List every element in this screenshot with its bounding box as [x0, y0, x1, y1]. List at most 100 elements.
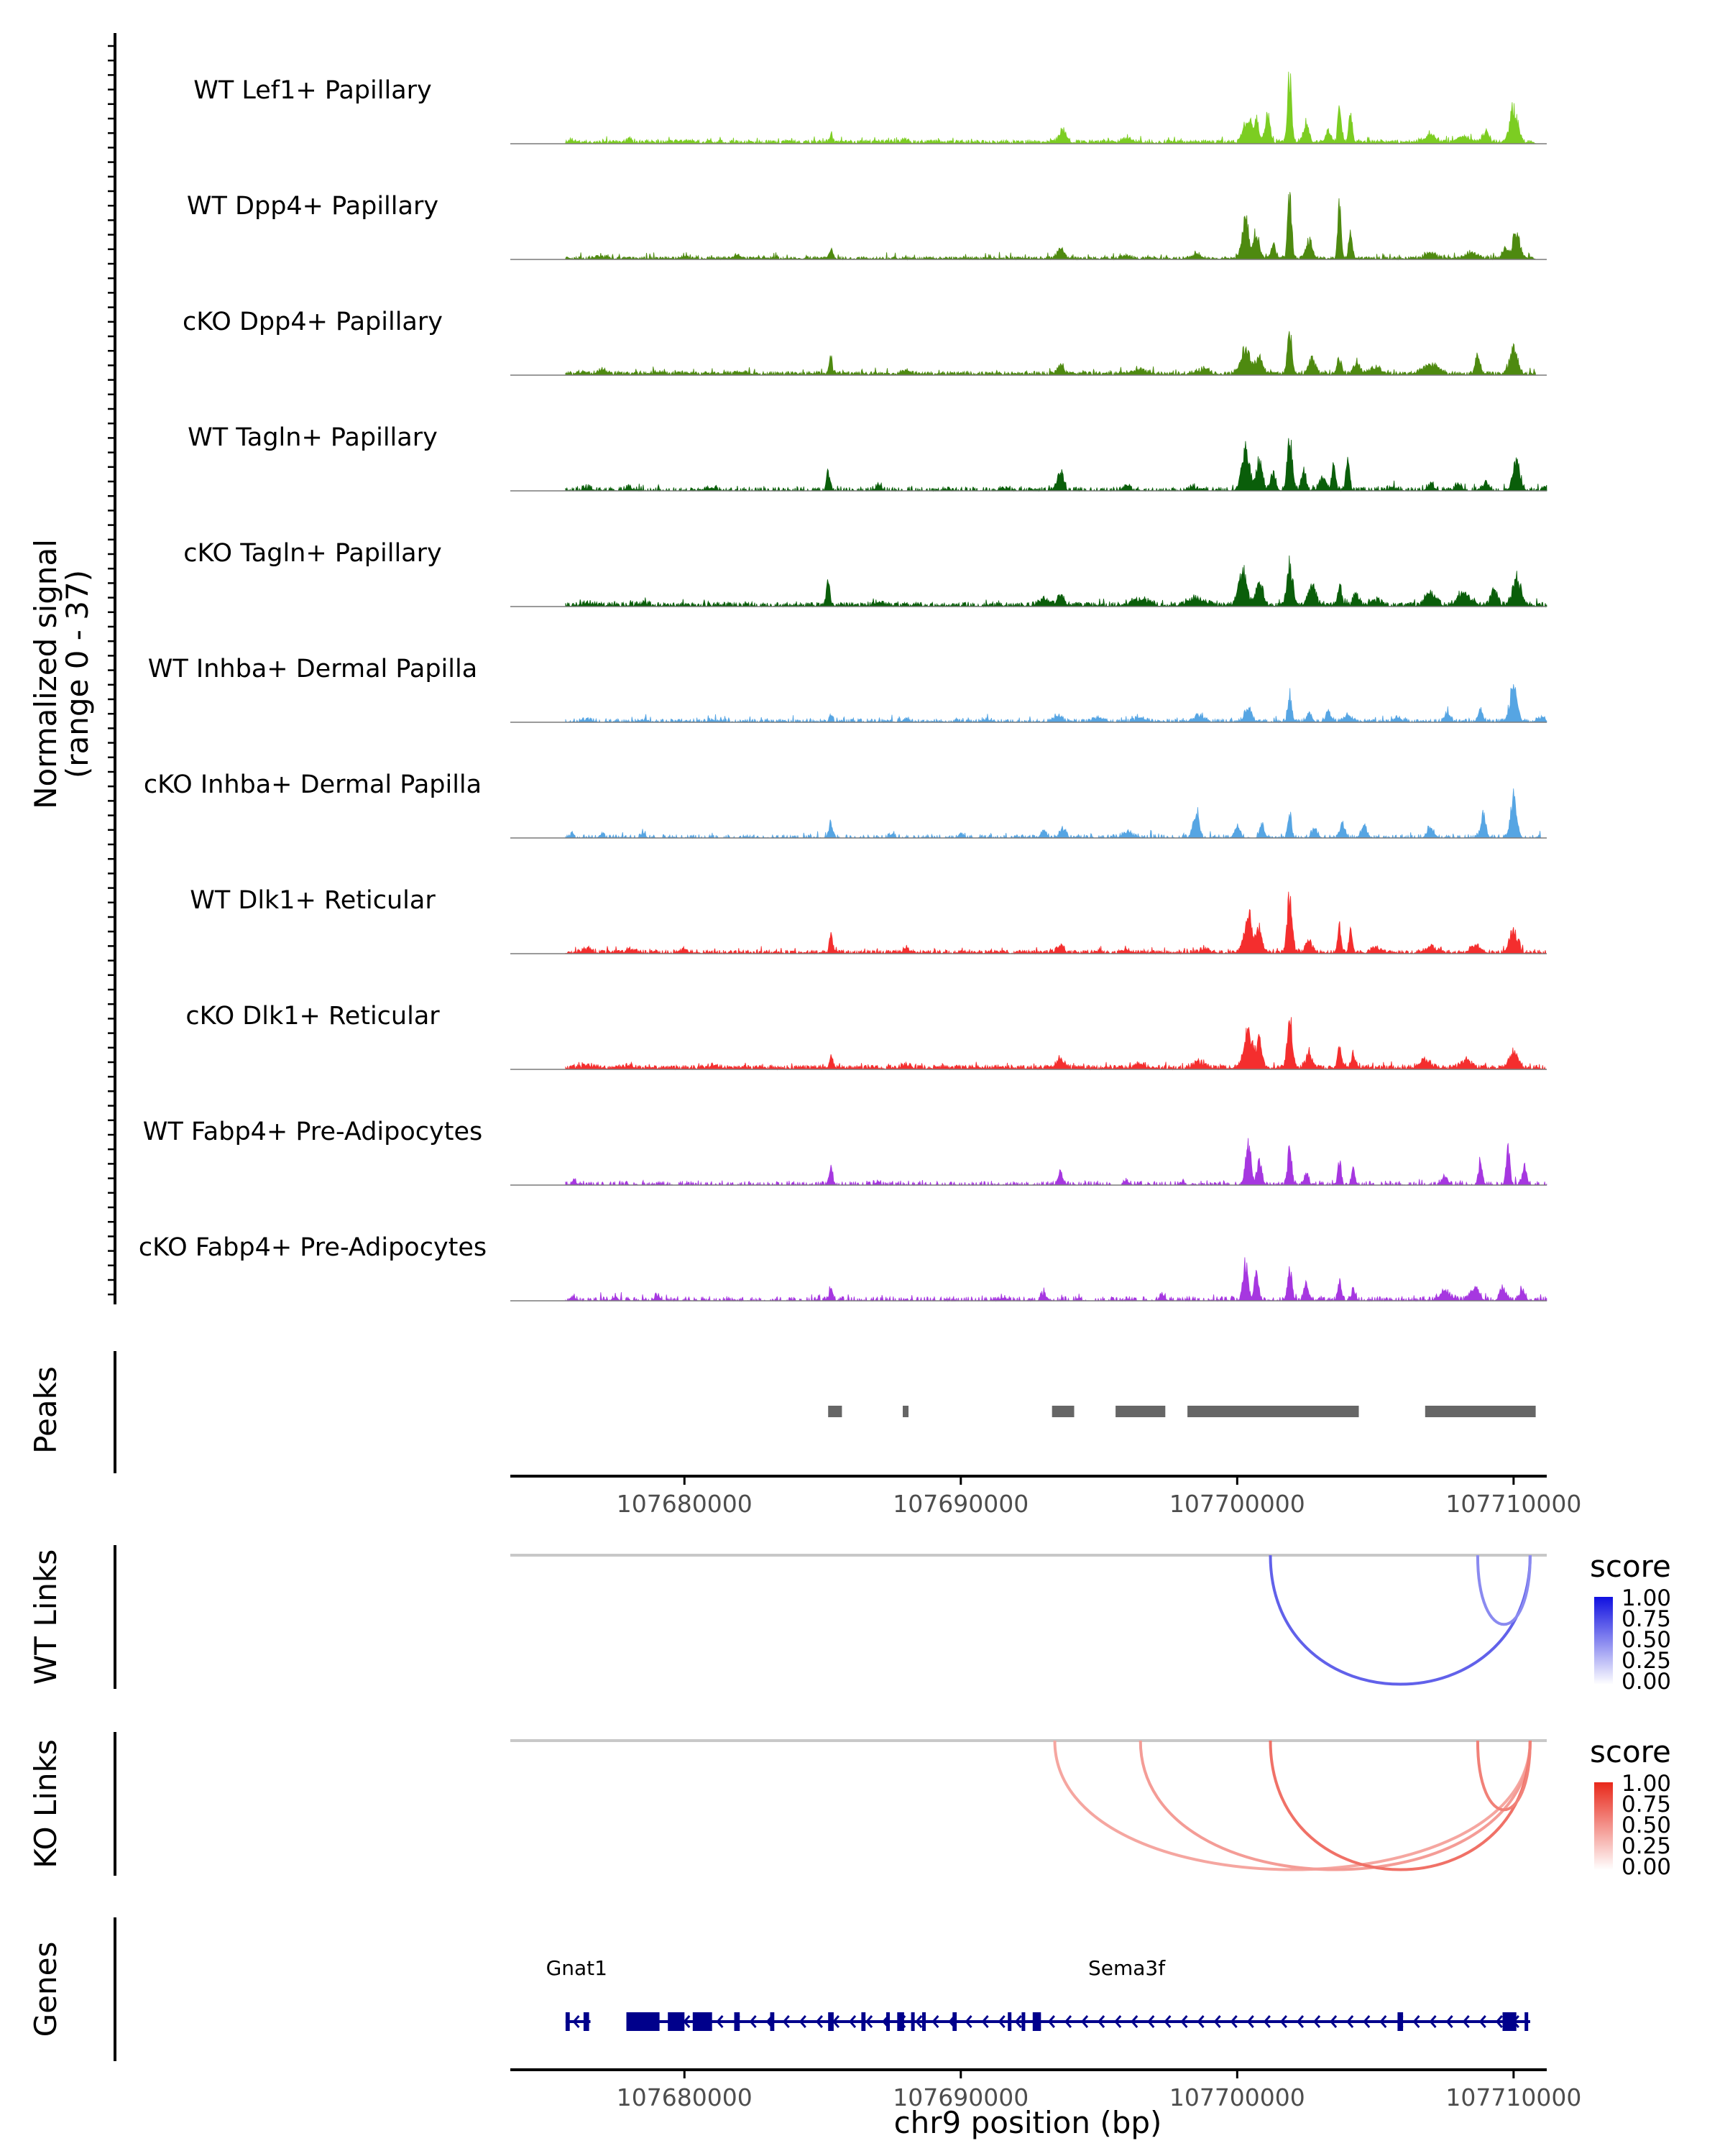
strand-arrow [1495, 2015, 1503, 2028]
gene-exon [1032, 2012, 1041, 2031]
strand-arrow [998, 2015, 1006, 2028]
y-axis-range-label: (range 0 - 37) [60, 570, 95, 778]
coverage-track: cKO Dpp4+ Papillary [183, 308, 1547, 377]
gene-exon [583, 2012, 589, 2031]
strand-arrow [782, 2015, 790, 2028]
coverage-track: cKO Dlk1+ Reticular [185, 1002, 1547, 1071]
wt-legend-tick: 0.75 [1622, 1606, 1671, 1632]
genes-track: Genes Gnat1 Sema3f [28, 1917, 1530, 2061]
peak-region [1425, 1406, 1536, 1417]
coverage-signal [565, 683, 1547, 724]
gene-exon [861, 2012, 866, 2031]
x-axis-bottom-tick-label: 107700000 [1169, 2083, 1305, 2111]
coverage-tracks: WT Lef1+ Papillary WT Dpp4+ Papillary cKO … [139, 71, 1547, 1302]
strand-arrow [1412, 2015, 1420, 2028]
strand-arrow [1064, 2015, 1072, 2028]
coverage-track-label: cKO Tagln+ Papillary [183, 539, 442, 568]
ko-legend-tick: 0.00 [1622, 1854, 1671, 1880]
strand-arrow [1131, 2015, 1138, 2028]
coverage-track-label: WT Dlk1+ Reticular [190, 886, 436, 915]
coverage-y-axis [108, 33, 116, 1304]
coverage-track-label: WT Fabp4+ Pre-Adipocytes [143, 1118, 482, 1146]
strand-arrow [1213, 2015, 1221, 2028]
x-axis-bottom: 107680000 107690000 107700000 107710000 [510, 2068, 1581, 2111]
coverage-track: cKO Tagln+ Papillary [183, 539, 1547, 608]
x-axis-top: 107680000 107690000 107700000 107710000 [510, 1475, 1581, 1518]
peak-region [1052, 1406, 1075, 1417]
gene-exon [1524, 2012, 1529, 2031]
strand-arrow [915, 2015, 923, 2028]
coverage-signal [565, 1017, 1547, 1071]
ko-links-legend: score 1.00 0.75 0.50 0.25 0.00 [1590, 1734, 1671, 1880]
wt-legend-tick: 0.50 [1622, 1627, 1671, 1653]
x-axis-bottom-tick-label: 107690000 [893, 2083, 1029, 2111]
gene-exon [1008, 2012, 1012, 2031]
strand-arrow [1445, 2015, 1453, 2028]
strand-arrow [815, 2015, 823, 2028]
gene-exon [828, 2012, 834, 2031]
link-arc [1053, 1740, 1532, 1871]
gene-exon [626, 2012, 660, 2031]
ko-legend-tick: 1.00 [1622, 1771, 1671, 1797]
wt-legend-tick: 1.00 [1622, 1585, 1671, 1611]
wt-links-track: WT Links [28, 1545, 1547, 1689]
wt-legend-title: score [1590, 1549, 1671, 1584]
strand-arrow [932, 2015, 939, 2028]
coverage-track: cKO Fabp4+ Pre-Adipocytes [139, 1233, 1547, 1302]
strand-arrow [1462, 2015, 1470, 2028]
peaks-track: Peaks [28, 1351, 1536, 1473]
strand-arrow [572, 2015, 580, 2028]
coverage-track: WT Lef1+ Papillary [193, 71, 1547, 145]
gene-exon [897, 2012, 904, 2031]
strand-arrow [1312, 2015, 1321, 2028]
strand-arrow [832, 2015, 840, 2028]
gene-exon [911, 2012, 915, 2031]
gene-exon [1397, 2012, 1404, 2031]
strand-arrow [1279, 2015, 1287, 2028]
strand-arrow [981, 2015, 989, 2028]
x-axis-bottom-tick-label: 107680000 [617, 2083, 753, 2111]
x-axis-label: chr9 position (bp) [894, 2105, 1162, 2140]
strand-arrow [799, 2015, 806, 2028]
coverage-signal [565, 331, 1537, 377]
strand-arrow [1330, 2015, 1338, 2028]
coverage-track: WT Inhba+ Dermal Papilla [148, 655, 1547, 724]
wt-links-legend: score 1.00 0.75 0.50 0.25 0.00 [1590, 1549, 1671, 1695]
strand-arrow [1363, 2015, 1371, 2028]
strand-arrow [1147, 2015, 1155, 2028]
peak-region [1187, 1406, 1359, 1417]
gene-exon [565, 2012, 570, 2031]
coverage-track-label: WT Tagln+ Papillary [188, 423, 438, 452]
coverage-signal [565, 891, 1547, 955]
coverage-track: WT Dlk1+ Reticular [190, 886, 1547, 955]
strand-arrow [1346, 2015, 1354, 2028]
gene-exon [668, 2012, 685, 2031]
gene-exon [692, 2012, 712, 2031]
ko-legend-title: score [1590, 1734, 1671, 1769]
x-axis-top-tick-label: 107680000 [617, 1490, 753, 1518]
gene-exon [952, 2012, 957, 2031]
x-axis-top-tick-label: 107690000 [893, 1490, 1029, 1518]
link-arc [1476, 1554, 1532, 1626]
wt-legend-tick: 0.00 [1622, 1669, 1671, 1695]
strand-arrow [1246, 2015, 1254, 2028]
gene-exon [1502, 2012, 1517, 2031]
strand-arrow [1263, 2015, 1271, 2028]
strand-arrow [965, 2015, 972, 2028]
ko-legend-tick: 0.50 [1622, 1812, 1671, 1838]
x-axis-top-tick-label: 107700000 [1169, 1490, 1305, 1518]
y-axis-label: Normalized signal [28, 539, 63, 809]
wt-links-label: WT Links [28, 1549, 63, 1685]
ko-legend-colorbar [1594, 1782, 1613, 1870]
coverage-track: WT Fabp4+ Pre-Adipocytes [143, 1118, 1547, 1187]
gene-exon [1021, 2012, 1026, 2031]
strand-arrow [716, 2015, 724, 2028]
peaks-track-label: Peaks [28, 1366, 63, 1454]
coverage-track-label: cKO Dpp4+ Papillary [183, 308, 443, 336]
strand-arrow [1197, 2015, 1205, 2028]
ko-links-track: KO Links [28, 1732, 1547, 1876]
gene-name-label: Sema3f [1088, 1956, 1166, 1980]
coverage-track-label: cKO Inhba+ Dermal Papilla [144, 770, 482, 799]
